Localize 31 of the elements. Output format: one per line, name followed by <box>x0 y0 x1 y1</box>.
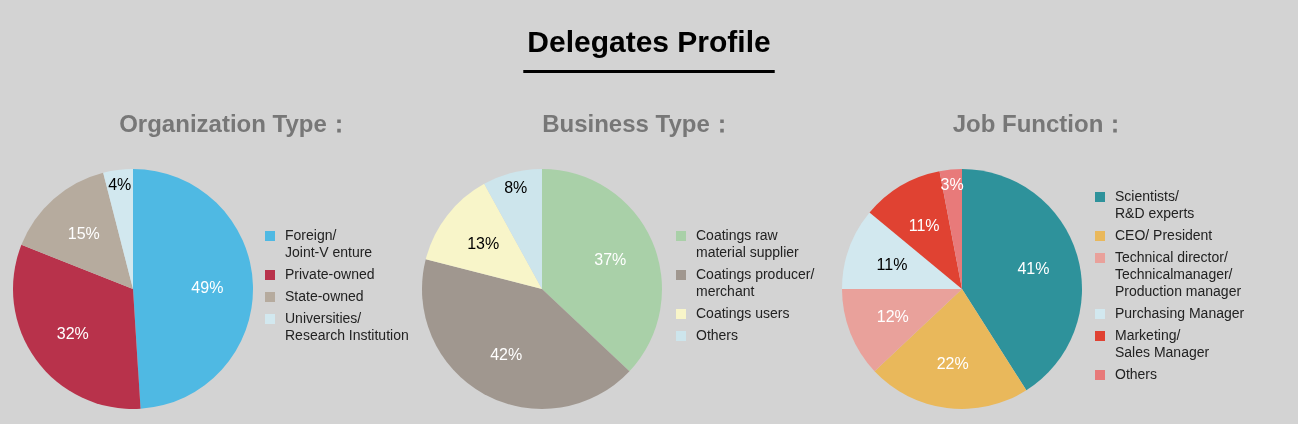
data-label: 8% <box>504 178 528 196</box>
legend-label: Technical director/ Technicalmanager/ Production manager <box>1115 249 1242 299</box>
data-label: 37% <box>594 251 627 269</box>
data-label: 11% <box>908 216 940 234</box>
legend-label: Foreign/ Joint-V enture <box>285 227 373 260</box>
data-label: 4% <box>108 176 132 194</box>
legend-label: Coatings users <box>696 305 790 321</box>
data-label: 41% <box>1017 260 1050 278</box>
data-label: 15% <box>67 225 100 243</box>
data-label: 42% <box>490 346 523 364</box>
legend-label: Others <box>696 327 739 343</box>
chart-title: Business Type： <box>542 110 734 137</box>
data-label: 11% <box>876 255 908 273</box>
legend-label: State-owned <box>285 288 364 304</box>
legend-label: CEO/ President <box>1115 227 1213 243</box>
data-label: 32% <box>56 324 89 342</box>
data-label: 13% <box>467 235 500 253</box>
data-label: 22% <box>936 354 969 372</box>
legend-label: Others <box>1115 366 1158 382</box>
text: Delegates Profile <box>527 25 771 58</box>
legend-label: Coatings raw material supplier <box>696 227 800 260</box>
legend-label: Marketing/ Sales Manager <box>1115 327 1210 360</box>
legend-label: Scientists/ R&D experts <box>1115 188 1195 221</box>
chart-title: Job Function： <box>952 110 1128 137</box>
legend-label: Universities/ Research Institution <box>285 310 409 343</box>
legend-label: Private-owned <box>285 266 375 282</box>
data-label: 12% <box>876 308 909 326</box>
chart-title: Organization Type： <box>119 110 351 137</box>
legend-label: Coatings producer/ merchant <box>696 266 815 299</box>
data-label: 49% <box>191 278 224 296</box>
legend-label: Purchasing Manager <box>1115 305 1245 321</box>
